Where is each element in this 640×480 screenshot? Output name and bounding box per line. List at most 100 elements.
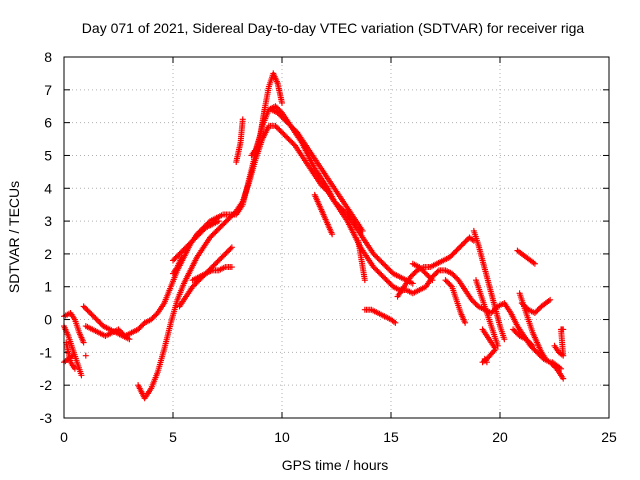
data-point (216, 225, 223, 232)
data-point (383, 277, 390, 284)
data-point (512, 329, 519, 336)
data-point (239, 116, 246, 123)
data-point (370, 250, 377, 257)
data-point (97, 320, 104, 327)
data-point (289, 124, 296, 131)
data-point (173, 253, 180, 260)
tick-labels: 0 5 10 15 20 25 -3 -2 -1 0 1 2 3 4 5 6 7 8 (40, 49, 617, 445)
data-point (178, 254, 185, 261)
data-point (228, 264, 235, 271)
data-point (341, 208, 348, 215)
data-point (194, 232, 201, 239)
data-point (272, 103, 279, 110)
x-tick-label: 15 (383, 429, 399, 445)
data-point (458, 242, 465, 249)
data-point (322, 185, 329, 192)
data-point (319, 183, 326, 190)
data-point (212, 229, 219, 236)
data-point (456, 245, 463, 252)
data-point (222, 218, 229, 225)
data-point (531, 260, 538, 267)
data-point (411, 269, 418, 276)
data-point (187, 240, 194, 247)
data-point (223, 249, 230, 256)
data-point (287, 122, 294, 129)
data-point (285, 136, 292, 143)
data-point (534, 307, 541, 314)
data-point (409, 280, 416, 287)
data-point (279, 115, 286, 122)
data-point (80, 303, 87, 310)
data-point (531, 309, 538, 316)
data-point (83, 306, 90, 313)
data-point (421, 269, 428, 276)
data-point (224, 217, 231, 224)
data-point (89, 312, 96, 319)
data-point (384, 265, 391, 272)
data-point (88, 311, 95, 318)
data-point (417, 265, 424, 272)
data-point (179, 248, 186, 255)
data-point (190, 282, 197, 289)
data-point (136, 325, 143, 332)
data-point (176, 250, 183, 257)
data-point (501, 336, 508, 343)
data-point (429, 277, 436, 284)
data-point (535, 306, 542, 313)
data-point (273, 104, 280, 111)
data-point (370, 264, 377, 271)
data-point (209, 231, 216, 238)
x-tick-label: 5 (169, 429, 177, 445)
data-point (525, 338, 532, 345)
data-point (149, 315, 156, 322)
data-point (116, 327, 123, 334)
data-point (280, 130, 287, 137)
data-point (527, 340, 534, 347)
data-point (523, 336, 530, 343)
data-point (336, 203, 343, 210)
data-point (283, 118, 290, 125)
data-point (278, 113, 285, 120)
data-point (428, 275, 435, 282)
data-point (374, 267, 381, 274)
data-point (217, 256, 224, 263)
data-point (282, 133, 289, 140)
data-point (510, 326, 517, 333)
data-point (281, 116, 288, 123)
data-point (420, 267, 427, 274)
data-point (318, 181, 325, 188)
data-point (214, 226, 221, 233)
data-point (531, 346, 538, 353)
data-point (150, 313, 157, 320)
data-point (118, 329, 125, 336)
data-point (339, 206, 346, 213)
data-point (446, 254, 453, 261)
data-point (533, 308, 540, 315)
data-point (139, 322, 146, 329)
data-point (457, 243, 464, 250)
data-point (225, 216, 232, 223)
data-point (371, 265, 378, 272)
data-point (217, 223, 224, 230)
data-point (185, 241, 192, 248)
data-point (277, 128, 284, 135)
data-point (560, 375, 567, 382)
data-point (69, 352, 76, 359)
data-point (81, 304, 88, 311)
data-point (171, 256, 178, 263)
data-point (432, 271, 439, 278)
data-points (61, 70, 567, 402)
data-point (320, 184, 327, 191)
data-point (85, 308, 92, 315)
data-point (333, 201, 340, 208)
data-point (275, 111, 282, 118)
data-point (454, 246, 461, 253)
data-point (279, 129, 285, 136)
data-point (184, 243, 191, 250)
data-point (275, 125, 282, 132)
data-point (148, 316, 155, 323)
data-point (193, 279, 200, 286)
data-point (181, 245, 188, 252)
